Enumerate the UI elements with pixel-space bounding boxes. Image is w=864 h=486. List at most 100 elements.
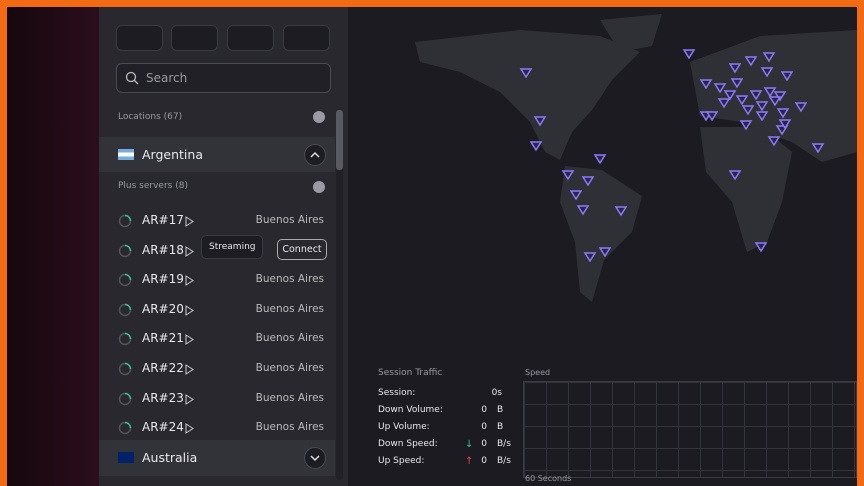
server-marker[interactable] (561, 170, 575, 181)
server-row[interactable]: AR#22 Buenos Aires (99, 354, 335, 383)
server-marker[interactable] (768, 96, 782, 107)
server-marker[interactable] (728, 63, 742, 74)
server-marker[interactable] (717, 98, 731, 109)
server-row[interactable]: AR#18 Streaming Connect (99, 234, 335, 265)
server-marker[interactable] (741, 105, 755, 116)
server-marker[interactable] (699, 79, 713, 90)
server-name: AR#24 (142, 420, 184, 435)
search-icon (125, 71, 139, 85)
load-icon (118, 273, 132, 287)
country-row[interactable] (99, 137, 335, 172)
scrollbar-track (336, 110, 343, 480)
server-marker[interactable] (794, 102, 808, 113)
group-label: Plus servers (8) (118, 181, 188, 191)
server-marker[interactable] (723, 90, 737, 101)
server-row[interactable]: AR#19 Buenos Aires (99, 265, 335, 294)
server-marker[interactable] (735, 95, 749, 106)
server-marker[interactable] (811, 143, 825, 154)
load-icon (118, 362, 132, 376)
server-city: Buenos Aires (255, 391, 324, 404)
server-marker[interactable] (576, 205, 590, 216)
play-icon (185, 304, 194, 316)
locations-label: Locations (67) (118, 112, 183, 122)
server-city: Buenos Aires (255, 362, 324, 374)
tab-button[interactable] (283, 25, 330, 51)
world-map (348, 7, 857, 486)
server-row[interactable]: AR#17 Buenos Aires (99, 206, 335, 235)
country-name: Australia (142, 450, 198, 465)
load-icon (118, 303, 132, 317)
sidebar: Search Locations (67) Argentina Plus serv… (99, 7, 348, 486)
search-box[interactable]: Search (116, 63, 331, 93)
server-name: AR#22 (142, 361, 184, 375)
server-marker[interactable] (739, 120, 753, 131)
server-marker[interactable] (776, 108, 790, 119)
country-name: Argentina (142, 147, 203, 162)
play-icon (185, 393, 194, 405)
server-row[interactable]: AR#24 Buenos Aires (99, 413, 335, 442)
country-row[interactable] (99, 440, 335, 476)
play-icon (185, 334, 194, 346)
server-marker[interactable] (749, 90, 763, 101)
server-marker[interactable] (581, 176, 595, 187)
info-icon[interactable] (313, 181, 325, 193)
server-name: AR#19 (142, 272, 184, 287)
server-marker[interactable] (705, 111, 719, 122)
server-marker[interactable] (713, 83, 727, 94)
flag-au (118, 452, 134, 463)
load-icon (118, 214, 132, 228)
load-icon (118, 421, 132, 435)
play-icon (185, 423, 194, 435)
app-window: Search Locations (67) Argentina Plus serv… (7, 7, 857, 486)
tab-button[interactable] (116, 25, 163, 51)
tooltip: Streaming (201, 234, 264, 259)
server-name: AR#17 (142, 213, 184, 227)
play-icon (185, 245, 194, 257)
server-marker[interactable] (730, 78, 744, 89)
server-marker[interactable] (593, 154, 607, 165)
server-marker[interactable] (763, 87, 777, 98)
server-marker[interactable] (529, 141, 543, 152)
play-icon (185, 216, 194, 227)
server-city: Buenos Aires (255, 332, 324, 345)
server-marker[interactable] (583, 252, 597, 263)
server-marker[interactable] (569, 190, 583, 201)
server-marker[interactable] (728, 170, 742, 181)
tab-button[interactable] (227, 25, 274, 51)
server-marker[interactable] (614, 206, 628, 217)
server-marker[interactable] (598, 247, 612, 258)
expand-button[interactable] (304, 144, 326, 166)
server-row[interactable]: AR#23 Buenos Aires (99, 384, 335, 413)
server-marker[interactable] (773, 91, 787, 102)
search-placeholder: Search (146, 71, 188, 85)
play-icon (185, 275, 194, 287)
server-marker[interactable] (744, 56, 758, 67)
server-marker[interactable] (762, 52, 776, 63)
load-icon (118, 244, 132, 257)
server-marker[interactable] (682, 49, 696, 60)
server-row[interactable]: AR#20 Buenos Aires (99, 295, 335, 324)
scrollbar-thumb[interactable] (336, 110, 343, 170)
tab-button[interactable] (171, 25, 218, 51)
server-marker[interactable] (754, 242, 768, 253)
server-marker[interactable] (519, 68, 533, 79)
server-row[interactable]: AR#21 Buenos Aires (99, 324, 335, 353)
load-icon (118, 333, 132, 346)
server-marker[interactable] (767, 136, 781, 147)
server-name: AR#20 (142, 301, 184, 316)
expand-button[interactable] (304, 447, 326, 469)
server-marker[interactable] (755, 101, 769, 112)
play-icon (185, 364, 194, 375)
server-city: Buenos Aires (255, 273, 324, 286)
server-list: Argentina Plus servers (8) AR#17 Buenos Air… (99, 7, 335, 486)
server-marker[interactable] (533, 116, 547, 127)
server-marker[interactable] (780, 71, 794, 82)
load-icon (118, 392, 132, 405)
info-icon[interactable] (313, 111, 325, 123)
server-marker[interactable] (755, 111, 769, 122)
continents (415, 14, 857, 302)
server-marker[interactable] (760, 67, 774, 78)
server-marker[interactable] (778, 119, 792, 130)
connect-button[interactable]: Connect (277, 238, 327, 260)
